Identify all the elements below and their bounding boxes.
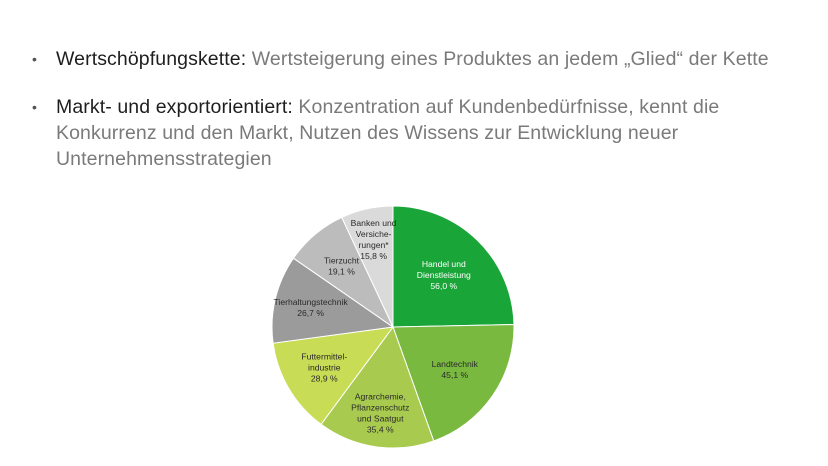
slice-category: und Saatgut — [357, 414, 404, 424]
pie-slice — [341, 205, 394, 328]
slice-category: Banken und — [351, 218, 397, 228]
slice-label: Banken und Versiche-rungen* 15,8 % — [351, 218, 397, 261]
pie-slice — [272, 326, 395, 425]
bullet-market-orientation: • Markt- und exportorientiert: Konzentra… — [32, 94, 812, 172]
slice-value: 56,0 % — [430, 281, 457, 291]
slice-category: industrie — [308, 363, 341, 373]
bullet-dot: • — [32, 51, 38, 67]
slice-category: Dienstleistung — [417, 270, 471, 280]
slice-value: 19,1 % — [328, 267, 355, 277]
slice-category: Futtermittel- — [301, 352, 347, 362]
slice-label: Agrarchemie, Pflanzenschutz und Saatgut 35,… — [351, 392, 409, 435]
pie-slice — [392, 323, 515, 442]
slice-category: Versiche- — [356, 229, 392, 239]
slice-value: 28,9 % — [311, 374, 338, 384]
pie-slice — [392, 205, 515, 328]
bullet-text: Wertsteigerung eines Produktes an jedem … — [246, 48, 769, 70]
slice-label: Handel und Dienstleistung 56,0 % — [417, 259, 471, 291]
slice-category: Tierzucht — [324, 256, 360, 266]
bullet-value-chain: • Wertschöpfungskette: Wertsteigerung ei… — [32, 46, 812, 72]
bullet-term: Wertschöpfungskette: — [56, 48, 247, 70]
slice-category: rungen* — [359, 240, 390, 250]
bullet-term: Markt- und exportorientiert: — [56, 96, 293, 118]
slice-category: Handel und — [422, 259, 466, 269]
slice-value: 45,1 % — [441, 370, 468, 380]
slice-label: Futtermittel-industrie 28,9 % — [301, 352, 347, 384]
bullet-list: • Wertschöpfungskette: Wertsteigerung ei… — [32, 46, 812, 172]
bullet-dot: • — [32, 99, 38, 115]
slice-value: 35,4 % — [367, 425, 394, 435]
slice-label: Landtechnik 45,1 % — [432, 359, 479, 380]
pie-labels: Handel und Dienstleistung 56,0 % Landtechni… — [273, 218, 478, 435]
slice-label: Tierhaltungstechnik 26,7 % — [273, 297, 348, 318]
slice-label: Tierzucht 19,1 % — [324, 256, 360, 277]
slice-category: Agrarchemie, — [355, 392, 406, 402]
bullet-text: Konzentration auf Kundenbedürfnisse, ken… — [56, 96, 720, 170]
slice-value: 26,7 % — [297, 308, 324, 318]
pie-slice — [320, 325, 435, 449]
pie-slice — [271, 257, 395, 344]
slice-value: 15,8 % — [360, 251, 387, 261]
slice-category: Pflanzenschutz — [351, 403, 409, 413]
slice-category: Tierhaltungstechnik — [273, 297, 348, 307]
pie-slices — [271, 205, 515, 449]
slice-category: Landtechnik — [432, 359, 479, 369]
